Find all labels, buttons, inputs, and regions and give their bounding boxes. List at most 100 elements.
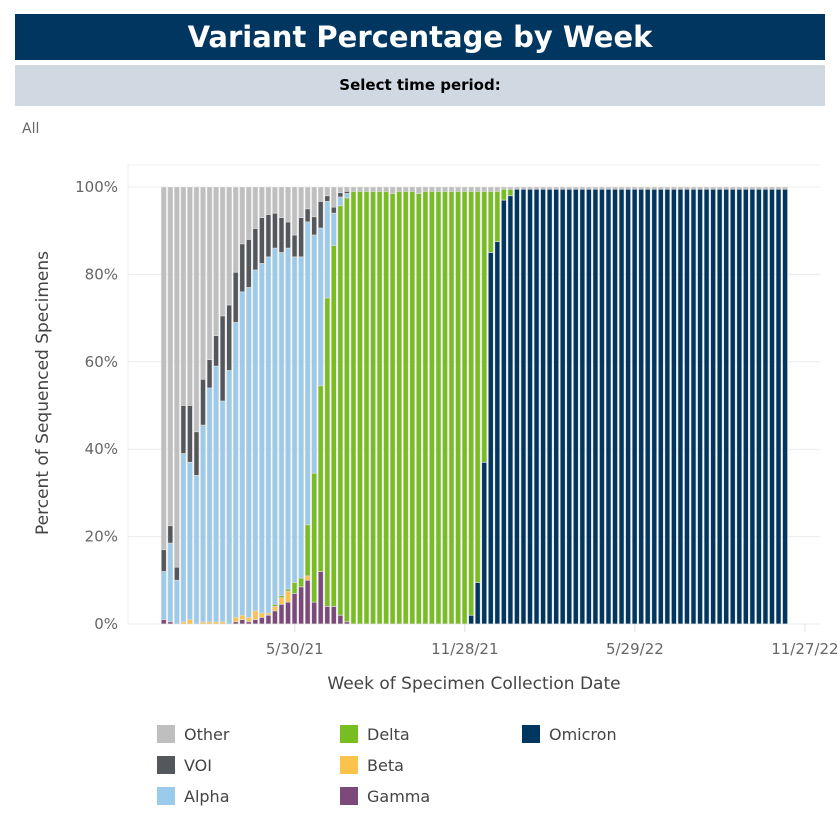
bar-segment-alpha[interactable] [227,370,232,624]
bar-segment-beta[interactable] [213,622,219,624]
bar-segment-other[interactable] [259,187,265,218]
bar-segment-gamma[interactable] [161,620,166,624]
bar-segment-other[interactable] [540,187,546,189]
bar-segment-delta[interactable] [482,191,487,462]
bar-segment-delta[interactable] [377,191,382,624]
bar-segment-omicron[interactable] [724,189,729,624]
bar-segment-omicron[interactable] [567,189,572,624]
legend-item-gamma[interactable]: Gamma [340,787,430,806]
bar-segment-alpha[interactable] [259,263,265,613]
bar-segment-voi[interactable] [227,305,232,371]
bar-segment-delta[interactable] [318,386,323,572]
bar-segment-voi[interactable] [207,360,212,388]
bar-segment-omicron[interactable] [717,189,722,624]
bar-segment-alpha[interactable] [168,543,173,622]
bar-segment-omicron[interactable] [639,189,644,624]
bar-segment-omicron[interactable] [704,189,709,624]
bar-segment-other[interactable] [331,187,336,207]
bar-segment-other[interactable] [272,187,278,213]
bar-segment-other[interactable] [534,187,539,189]
bar-segment-alpha[interactable] [207,388,212,622]
bar-segment-other[interactable] [240,187,245,244]
bar-segment-other[interactable] [573,187,578,189]
bar-segment-delta[interactable] [442,191,448,624]
bar-segment-omicron[interactable] [482,462,487,624]
bar-segment-alpha[interactable] [305,222,310,525]
bar-segment-other[interactable] [612,187,618,189]
bar-segment-other[interactable] [599,187,605,189]
bar-segment-voi[interactable] [331,207,336,213]
bar-segment-delta[interactable] [390,193,395,624]
bar-segment-other[interactable] [671,187,677,189]
bar-segment-gamma[interactable] [338,615,343,624]
bar-segment-other[interactable] [593,187,598,189]
bar-segment-omicron[interactable] [750,189,755,624]
bar-segment-other[interactable] [462,187,467,191]
bar-segment-beta[interactable] [246,617,251,622]
bar-segment-other[interactable] [782,187,788,189]
bar-segment-gamma[interactable] [292,593,297,624]
bar-segment-omicron[interactable] [658,189,663,624]
bar-segment-delta[interactable] [455,191,461,624]
bar-segment-other[interactable] [285,187,291,222]
bar-segment-gamma[interactable] [305,580,310,624]
bar-segment-delta[interactable] [331,245,336,607]
bar-segment-voi[interactable] [259,217,265,264]
bar-segment-voi[interactable] [181,405,186,454]
bar-segment-beta[interactable] [253,611,258,620]
bar-segment-other[interactable] [423,187,428,191]
legend-item-alpha[interactable]: Alpha [157,787,230,806]
bar-segment-alpha[interactable] [312,235,317,473]
bar-segment-omicron[interactable] [763,189,768,624]
bar-segment-other[interactable] [213,187,219,336]
bar-segment-gamma[interactable] [272,611,278,624]
bar-segment-gamma[interactable] [246,622,251,624]
bar-segment-beta[interactable] [207,622,212,624]
bar-segment-voi[interactable] [305,209,310,222]
bar-segment-gamma[interactable] [325,606,330,624]
bar-segment-other[interactable] [298,187,304,218]
bar-segment-delta[interactable] [383,191,389,624]
bar-segment-omicron[interactable] [645,189,650,624]
bar-segment-other[interactable] [625,187,631,189]
bar-segment-alpha[interactable] [279,252,284,596]
bar-segment-other[interactable] [756,187,762,189]
bar-segment-voi[interactable] [338,193,343,197]
bar-segment-other[interactable] [547,187,552,189]
bar-segment-gamma[interactable] [331,606,336,624]
bar-segment-other[interactable] [521,187,526,189]
bar-segment-other[interactable] [645,187,650,189]
bar-segment-alpha[interactable] [161,571,166,620]
bar-segment-other[interactable] [292,187,297,235]
bar-segment-alpha[interactable] [194,475,199,624]
bar-segment-omicron[interactable] [521,189,526,624]
bar-segment-other[interactable] [750,187,755,189]
bar-segment-delta[interactable] [416,193,421,624]
bar-segment-omicron[interactable] [495,242,500,624]
time-period-filter-value[interactable]: All [22,121,40,137]
bar-segment-omicron[interactable] [586,189,592,624]
bar-segment-beta[interactable] [187,620,193,624]
bar-segment-alpha[interactable] [331,213,336,246]
bar-segment-voi[interactable] [187,405,193,462]
bar-segment-delta[interactable] [468,191,474,615]
bar-segment-alpha[interactable] [292,257,297,583]
bar-segment-other[interactable] [397,187,402,191]
bar-segment-other[interactable] [174,187,180,567]
bar-segment-other[interactable] [684,187,690,189]
bar-segment-other[interactable] [325,187,330,196]
bar-segment-omicron[interactable] [514,189,520,624]
bar-segment-other[interactable] [429,187,435,191]
bar-segment-other[interactable] [305,187,310,209]
bar-segment-other[interactable] [586,187,592,189]
bar-segment-other[interactable] [344,187,350,191]
bar-segment-omicron[interactable] [730,189,735,624]
bar-segment-voi[interactable] [174,567,180,580]
bar-segment-alpha[interactable] [266,257,271,613]
bar-segment-other[interactable] [468,187,474,191]
bar-segment-omicron[interactable] [468,615,474,624]
bar-segment-alpha[interactable] [240,292,245,615]
bar-segment-other[interactable] [168,187,173,526]
bar-segment-voi[interactable] [168,526,173,543]
bar-segment-omicron[interactable] [691,189,696,624]
